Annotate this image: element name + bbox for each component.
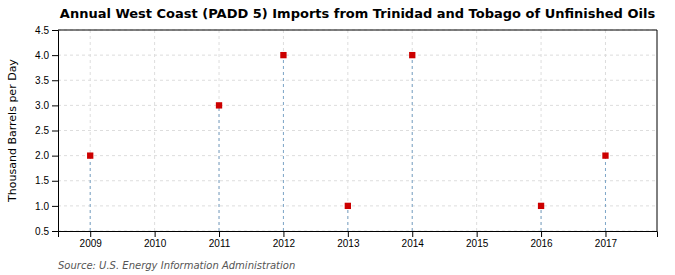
y-axis-tick-mark bbox=[52, 30, 58, 31]
x-axis-tick-mark bbox=[155, 231, 156, 237]
drop-line bbox=[605, 156, 606, 231]
x-axis-line bbox=[59, 232, 658, 238]
grid-line bbox=[154, 30, 155, 231]
x-axis-tick-mark bbox=[283, 231, 284, 237]
x-axis-tick-mark bbox=[605, 231, 606, 237]
grid-line bbox=[347, 30, 348, 231]
y-axis-tick: 3.0 bbox=[35, 100, 58, 111]
x-axis-tick-label: 2009 bbox=[80, 238, 103, 249]
drop-line bbox=[412, 55, 413, 231]
point bbox=[280, 52, 286, 58]
grid-line bbox=[58, 105, 657, 106]
point bbox=[345, 203, 351, 209]
plot-frame bbox=[58, 30, 657, 31]
x-axis-tick-label: 2016 bbox=[530, 238, 553, 249]
y-axis-tick-label: 3.0 bbox=[35, 100, 49, 111]
x-axis-tick-mark bbox=[541, 231, 542, 237]
y-axis-tick-label: 0.5 bbox=[35, 226, 49, 237]
grid-line bbox=[90, 30, 91, 231]
y-axis-title: Thousand Barrels per Day bbox=[6, 59, 19, 203]
x-axis-tick: 2012 bbox=[273, 231, 296, 249]
drop-line bbox=[90, 156, 91, 231]
x-axis-tick: 2016 bbox=[530, 231, 553, 249]
drop-line bbox=[541, 206, 542, 231]
grid-line bbox=[58, 55, 657, 56]
grid-line bbox=[58, 180, 657, 181]
y-axis-tick-mark bbox=[52, 206, 58, 207]
point bbox=[538, 203, 544, 209]
grid-line bbox=[58, 80, 657, 81]
x-axis: 2009 2010 2011 2012 2013 2014 2015 2016 2017 bbox=[59, 231, 658, 249]
x-axis-tick: 2011 bbox=[209, 231, 231, 249]
x-axis-tick: 2015 bbox=[466, 231, 489, 249]
marks bbox=[87, 52, 609, 231]
grid-line bbox=[412, 30, 413, 231]
grid-line bbox=[58, 30, 657, 31]
x-axis-tick: 2014 bbox=[402, 231, 425, 249]
marks-inner bbox=[87, 52, 609, 231]
x-axis-tick: 2009 bbox=[80, 231, 103, 249]
grid bbox=[58, 30, 657, 231]
y-axis-tick-mark bbox=[52, 80, 58, 81]
chart: 2009 2010 2011 2012 2013 2014 2015 2016 2017 0.5 1… bbox=[0, 0, 675, 275]
grid-line bbox=[476, 30, 477, 231]
point bbox=[602, 152, 608, 158]
drop-line bbox=[283, 55, 284, 231]
x-axis-tick-label: 2012 bbox=[273, 238, 296, 249]
x-axis-tick-label: 2014 bbox=[402, 238, 425, 249]
y-axis-tick-mark bbox=[52, 131, 58, 132]
x-axis-tick-mark bbox=[412, 231, 413, 237]
x-axis-tick-mark bbox=[90, 231, 91, 237]
y-axis-tick: 4.5 bbox=[35, 25, 58, 36]
point bbox=[409, 52, 415, 58]
point bbox=[87, 152, 93, 158]
y-axis-line bbox=[52, 31, 59, 232]
y-axis-tick: 0.5 bbox=[35, 226, 58, 237]
y-axis-tick: 2.0 bbox=[35, 150, 58, 161]
y-axis-tick-label: 2.5 bbox=[35, 125, 49, 136]
plot-frame bbox=[657, 30, 658, 231]
x-axis-tick-mark bbox=[219, 231, 220, 237]
y-axis-tick-mark bbox=[52, 105, 58, 106]
y-axis-tick-label: 4.5 bbox=[35, 25, 49, 36]
x-axis-tick: 2013 bbox=[337, 231, 360, 249]
y-axis-tick-label: 1.0 bbox=[35, 201, 49, 212]
y-axis-tick-label: 4.0 bbox=[35, 50, 49, 61]
grid-line bbox=[541, 30, 542, 231]
x-axis-tick-label: 2013 bbox=[337, 238, 360, 249]
y-axis-tick: 1.5 bbox=[35, 175, 58, 186]
y-axis-tick-label: 1.5 bbox=[35, 175, 49, 186]
point bbox=[216, 102, 222, 108]
y-axis-tick: 2.5 bbox=[35, 125, 58, 136]
drop-line bbox=[219, 105, 220, 231]
x-axis-tick-label: 2017 bbox=[595, 238, 618, 249]
x-axis-tick: 2017 bbox=[595, 231, 618, 249]
y-axis-tick-mark bbox=[52, 181, 58, 182]
title: Annual West Coast (PADD 5) Imports from … bbox=[60, 6, 656, 21]
plot: 2009 2010 2011 2012 2013 2014 2015 2016 2017 0.5 1… bbox=[35, 25, 657, 249]
grid-line bbox=[58, 205, 657, 206]
grid-line bbox=[605, 30, 606, 231]
y-axis-tick-mark bbox=[52, 55, 58, 56]
y-axis-tick: 4.0 bbox=[35, 50, 58, 61]
x-axis-tick-label: 2015 bbox=[466, 238, 489, 249]
y-axis-tick: 1.0 bbox=[35, 201, 58, 212]
x-axis-tick-label: 2010 bbox=[144, 238, 167, 249]
y-axis-tick: 3.5 bbox=[35, 75, 58, 86]
x-axis-tick-mark bbox=[348, 231, 349, 237]
grid-line bbox=[219, 30, 220, 231]
y-axis-tick-mark bbox=[52, 156, 58, 157]
y-axis-tick-label: 2.0 bbox=[35, 150, 49, 161]
x-axis-tick-mark bbox=[477, 231, 478, 237]
grid-line bbox=[283, 30, 284, 231]
y-axis: 0.5 1.0 1.5 2.0 2.5 3.0 3.5 4.0 4.5 bbox=[35, 25, 58, 237]
source-note: Source: U.S. Energy Information Administ… bbox=[58, 260, 295, 271]
grid-line bbox=[58, 155, 657, 156]
x-axis-tick-label: 2011 bbox=[209, 238, 231, 249]
y-axis-tick-label: 3.5 bbox=[35, 75, 49, 86]
drop-line bbox=[347, 206, 348, 231]
y-axis-tick-mark bbox=[52, 231, 58, 232]
grid-line bbox=[58, 130, 657, 131]
x-axis-tick: 2010 bbox=[144, 231, 167, 249]
